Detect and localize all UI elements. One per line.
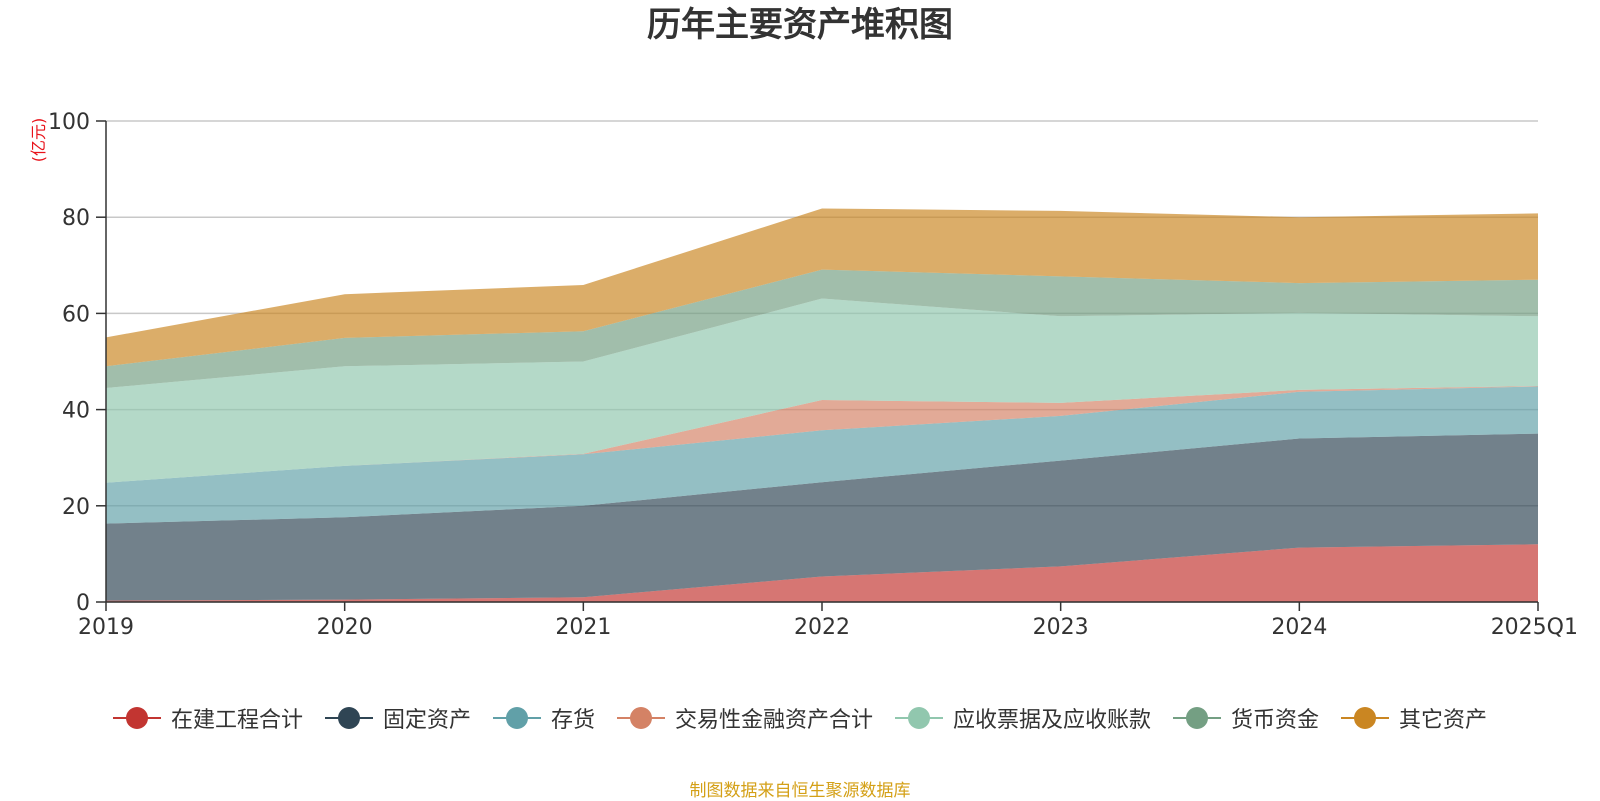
legend-marker-icon [895,706,943,730]
area-series-2 [106,386,1538,524]
area-series [106,208,1538,602]
chart-legend: 在建工程合计 固定资产 存货 交易性金融资产合计 应收票据及应收账款 货币资金 其它资产 [0,702,1600,734]
legend-label: 其它资产 [1399,708,1488,733]
legend-marker-icon [1341,706,1390,730]
legend-item-1[interactable]: 固定资产 [324,702,471,734]
area-series-5 [106,269,1538,388]
x-tick-label-0: 2019 [78,615,134,640]
x-tick-label-2: 2021 [555,615,611,640]
y-axis-unit: (亿元) [29,118,48,163]
legend-label: 固定资产 [382,708,471,733]
legend-marker-icon [616,706,665,730]
area-series-4 [106,298,1538,483]
x-tick-label-5: 2024 [1271,615,1327,640]
legend-marker-icon [324,706,373,730]
legend-item-0[interactable]: 在建工程合计 [112,702,303,734]
area-series-3 [106,386,1538,483]
source-note: 制图数据来自恒生聚源数据库 [689,781,911,801]
legend-label: 存货 [550,708,595,733]
y-tick-label-1: 20 [62,495,90,520]
legend-marker-icon [492,706,541,730]
legend-label: 在建工程合计 [170,708,303,733]
x-tick-label-1: 2020 [317,615,373,640]
legend-item-6[interactable]: 其它资产 [1341,702,1487,734]
x-tick-label-3: 2022 [794,615,850,640]
legend-item-3[interactable]: 交易性金融资产合计 [616,702,873,734]
y-tick-label-2: 40 [62,399,90,424]
legend-marker-icon [112,706,161,730]
axes: 2019 2020 2021 2022 2023 2024 2025Q1 [78,121,1578,640]
chart-title: 历年主要资产堆积图 [647,5,953,45]
y-tick-label-3: 60 [62,302,90,327]
x-tick-label-6: 2025Q1 [1491,615,1578,640]
area-series-6 [106,208,1538,367]
legend-item-5[interactable]: 货币资金 [1173,702,1319,734]
area-series-0 [106,544,1538,602]
legend-label: 交易性金融资产合计 [674,708,873,733]
y-tick-label-5: 100 [48,110,90,135]
legend-item-4[interactable]: 应收票据及应收账款 [895,702,1151,734]
legend-label: 货币资金 [1231,708,1320,733]
y-tick-label-0: 0 [76,591,90,616]
legend-item-2[interactable]: 存货 [492,702,595,734]
legend-label: 应收票据及应收账款 [953,708,1152,733]
x-tick-label-4: 2023 [1033,615,1089,640]
y-tick-label-4: 80 [62,206,90,231]
area-series-1 [106,433,1538,601]
legend-marker-icon [1173,706,1222,730]
